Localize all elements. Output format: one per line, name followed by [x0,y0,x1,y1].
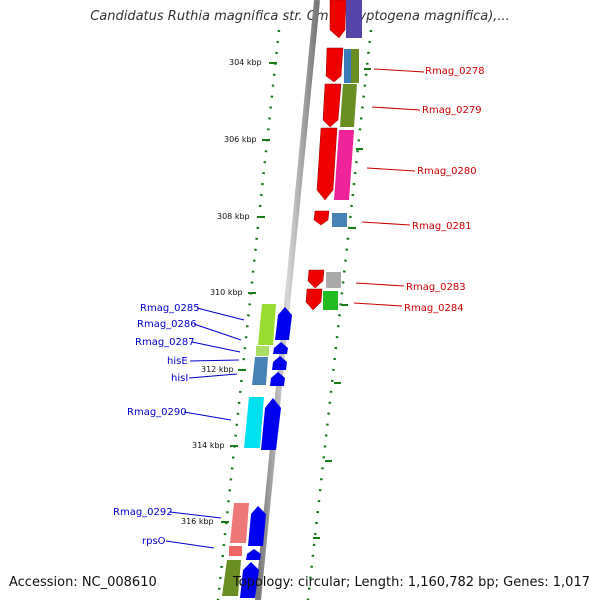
gene-block-steelblue[interactable] [344,49,351,83]
gene-label[interactable]: hisI [171,373,188,384]
kbp-tick-label: 306 kbp [224,135,257,144]
topology-text: Topology: circular; Length: 1,160,782 bp… [232,575,590,590]
gene-arrow-forward[interactable] [322,83,342,128]
scale-line-right [306,29,373,600]
gene-block-olive[interactable] [340,84,357,127]
gene-arrow-reverse[interactable] [240,562,259,598]
gene-arrow-forward[interactable] [325,47,344,83]
gene-label[interactable]: Rmag_0281 [412,221,472,232]
genome-title: Candidatus Ruthia magnifica str. Cm (Cal… [90,9,510,24]
kbp-tick-label: 314 kbp [192,441,225,450]
gene-block-steelblue[interactable] [332,213,347,227]
right-scale-dashes [313,68,371,539]
gene-label[interactable]: Rmag_0278 [425,66,485,77]
gene-arrow-forward[interactable] [316,127,338,201]
gene-label[interactable]: Rmag_0286 [137,319,197,330]
gene-block-grey[interactable] [326,272,341,288]
gene-label[interactable]: Rmag_0285 [140,303,200,314]
gene-block-lime[interactable] [258,304,276,345]
gene-label[interactable]: hisE [167,356,188,367]
gene-block-salmon[interactable] [229,546,242,556]
gene-label[interactable]: Rmag_0279 [422,105,482,116]
gene-arrow-reverse[interactable] [273,342,288,354]
gene-block-olive[interactable] [222,560,241,596]
left-strand-genes [222,304,292,598]
gene-block-olive[interactable] [351,49,359,83]
gene-arrow-forward[interactable] [305,288,323,311]
gene-label[interactable]: Rmag_0283 [406,282,466,293]
gene-arrow-reverse[interactable] [261,398,281,450]
gene-arrow-forward[interactable] [329,0,347,39]
kbp-scale: 304 kbp 306 kbp 308 kbp 310 kbp 312 kbp … [181,58,277,526]
right-strand-genes [305,0,362,311]
kbp-tick-label: 310 kbp [210,288,243,297]
kbp-tick-label: 316 kbp [181,517,214,526]
gene-label[interactable]: Rmag_0280 [417,166,477,177]
gene-block-lime-light[interactable] [256,346,269,356]
gene-block-purple[interactable] [346,0,362,38]
gene-label[interactable]: rpsO [142,536,166,547]
gene-label[interactable]: Rmag_0292 [113,507,173,518]
gene-arrow-forward[interactable] [307,269,325,289]
kbp-tick-label: 308 kbp [217,212,250,221]
gene-arrow-reverse[interactable] [275,307,292,340]
gene-block-steelblue[interactable] [252,357,268,385]
gene-arrow-reverse[interactable] [248,506,266,546]
accession-text: Accession: NC_008610 [9,575,157,590]
genome-backbone [255,0,320,600]
left-gene-labels: Rmag_0285 Rmag_0286 Rmag_0287 hisE hisI … [113,303,245,549]
kbp-tick-label: 312 kbp [201,365,234,374]
right-gene-labels: Rmag_0278 Rmag_0279 Rmag_0280 Rmag_0281 … [353,66,485,314]
gene-arrow-forward[interactable] [313,210,330,226]
gene-block-cyan[interactable] [244,397,264,448]
gene-arrow-reverse[interactable] [246,549,261,560]
gene-block-salmon[interactable] [230,503,249,543]
gene-block-green[interactable] [323,291,338,310]
gene-label[interactable]: Rmag_0290 [127,407,187,418]
gene-label[interactable]: Rmag_0287 [135,337,195,348]
gene-arrow-reverse[interactable] [270,372,285,386]
gene-label[interactable]: Rmag_0284 [404,303,464,314]
gene-arrow-reverse[interactable] [272,356,287,370]
scale-line-left [216,29,281,600]
kbp-tick-label: 304 kbp [229,58,262,67]
gene-block-pink[interactable] [334,130,354,200]
